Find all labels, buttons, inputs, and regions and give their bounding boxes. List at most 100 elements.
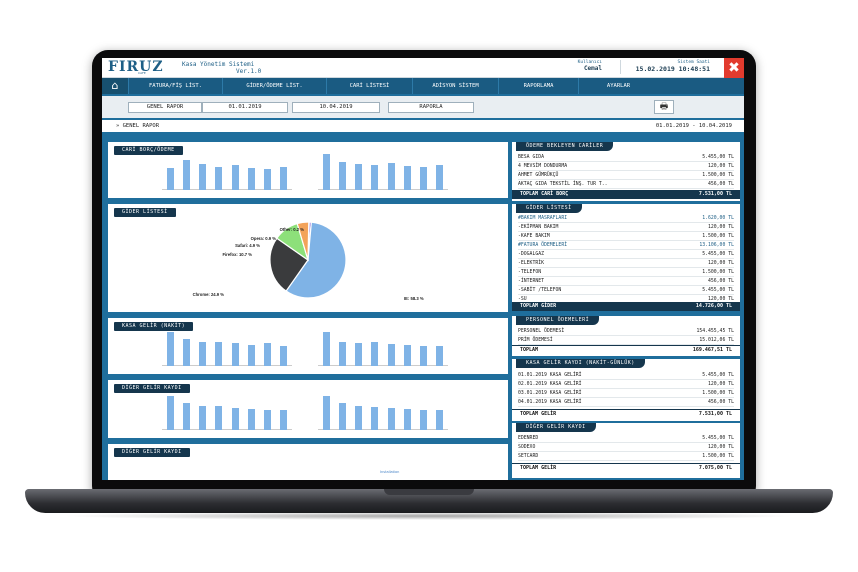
list-item[interactable]: AKTAÇ GIDA TEKSTİL İNŞ. TUR T.. 456,00 TL xyxy=(518,180,734,189)
start-date-field[interactable]: 01.01.2019 xyxy=(202,102,288,113)
chart-bar xyxy=(182,403,190,430)
total-value: 7.531,00 TL xyxy=(698,191,732,197)
list-item[interactable]: SODEXO 120,00 TL xyxy=(518,443,734,452)
list-item[interactable]: EDENRED 5.455,00 TL xyxy=(518,434,734,443)
report-title: » GENEL RAPOR xyxy=(116,123,160,129)
user-info: Kullanıcı Cemal xyxy=(554,60,602,73)
end-date-field[interactable]: 10.04.2019 xyxy=(292,102,380,113)
list-item-amount: 1.500,00 TL xyxy=(702,234,734,239)
pie-slice xyxy=(296,221,310,261)
list-item-amount: 120,00 TL xyxy=(708,445,734,450)
kasa-gelir-title: KASA GELİR KAYDI (NAKİT-GÜNLÜK) xyxy=(516,359,645,368)
gider-listesi-list: #BAKIM MASRAFLARI 1.620,00 TL -EKİPMAN BAK… xyxy=(518,214,734,304)
main-nav: ⌂ FATURA/FİŞ LİST. GİDER/ÖDEME LİST. CAR… xyxy=(102,78,744,94)
chart-bar xyxy=(247,344,255,366)
list-item-name: 02.01.2019 KASA GELİRİ xyxy=(518,382,582,387)
odeme-bekleyen-list: BESA GIDA 5.455,00 TL 4 MEVSİM DONDURMA 120… xyxy=(518,153,734,189)
pie-label: Other: 0.2 % xyxy=(280,227,305,232)
list-item[interactable]: 03.01.2019 KASA GELİRİ 1.500,00 TL xyxy=(518,389,734,398)
list-item[interactable]: -SABİT /TELEFON 5.455,00 TL xyxy=(518,286,734,295)
personel-title: PERSONEL ÖDEMELERİ xyxy=(516,316,600,325)
system-time-label: Sistem Saati xyxy=(677,60,710,65)
nav-fatura[interactable]: FATURA/FİŞ LİST. xyxy=(128,78,222,94)
list-item-amount: 5.455,00 TL xyxy=(702,252,734,257)
app-screen: FIRUZ CAFE Kasa Yönetim Sistemi Ver.1.0 … xyxy=(102,58,744,480)
laptop-shadow xyxy=(60,512,798,520)
list-item[interactable]: 02.01.2019 KASA GELİRİ 120,00 TL xyxy=(518,380,734,389)
list-item[interactable]: -TELEFON 1.500,00 TL xyxy=(518,268,734,277)
list-item[interactable]: SETCARD 1.500,00 TL xyxy=(518,452,734,461)
gider-listesi-title: GİDER LİSTESİ xyxy=(516,204,582,213)
chart-bar xyxy=(338,161,346,190)
list-item[interactable]: -DOGALGAZ 5.455,00 TL xyxy=(518,250,734,259)
chart-bar xyxy=(322,396,330,430)
pie-label: Firefox: 10.7 % xyxy=(222,252,252,257)
diger-panel-1: DİĞER GELİR KAYDI xyxy=(108,380,508,438)
chart-bar xyxy=(322,332,330,366)
chart-bar xyxy=(215,406,223,430)
nav-gider[interactable]: GİDER/ÖDEME LİST. xyxy=(222,78,326,94)
nav-ayarlar[interactable]: AYARLAR xyxy=(578,78,658,94)
chart-axis xyxy=(318,189,448,190)
list-item-amount: 120,00 TL xyxy=(708,164,734,169)
list-item[interactable]: -EKİPMAN BAKIM 120,00 TL xyxy=(518,223,734,232)
report-title-bar: » GENEL RAPOR 01.01.2019 - 10.04.2019 xyxy=(102,120,744,132)
close-button[interactable]: ✖ xyxy=(724,58,744,78)
list-item-amount: 1.620,00 TL xyxy=(702,216,734,221)
list-item[interactable]: -KAFE BAKIM 1.500,00 TL xyxy=(518,232,734,241)
nav-raporlama[interactable]: RAPORLAMA xyxy=(498,78,578,94)
list-item[interactable]: -ELEKTRİK 120,00 TL xyxy=(518,259,734,268)
nav-cari[interactable]: CARİ LİSTESİ xyxy=(326,78,412,94)
installation-link[interactable]: Installation xyxy=(380,470,400,474)
list-item[interactable]: BESA GIDA 5.455,00 TL xyxy=(518,153,734,162)
printer-icon[interactable]: 🖶 xyxy=(654,100,674,114)
chart-axis xyxy=(162,365,292,366)
list-item-name: -ELEKTRİK xyxy=(518,261,544,266)
app-title-text: Kasa Yönetim Sistemi xyxy=(182,61,255,68)
pie-label: Opera: 0.9 % xyxy=(251,236,277,241)
chart-bar xyxy=(231,342,239,366)
total-value: 14.726,00 TL xyxy=(695,303,732,309)
chart-bar xyxy=(264,342,272,366)
gider-panel-title: GİDER LİSTESİ xyxy=(114,208,176,217)
list-item-amount: 5.455,00 TL xyxy=(702,155,734,160)
list-item[interactable]: PERSONEL ÖDEMESİ 154.455,45 TL xyxy=(518,327,734,336)
user-label: Kullanıcı xyxy=(577,60,602,65)
list-item[interactable]: PRİM ÖDEMESİ 15.012,06 TL xyxy=(518,336,734,345)
report-date-range: 01.01.2019 - 10.04.2019 xyxy=(655,123,732,129)
list-item[interactable]: 01.01.2019 KASA GELİRİ 5.455,00 TL xyxy=(518,371,734,380)
diger-panel-1-title: DİĞER GELİR KAYDI xyxy=(114,384,190,393)
kasa-gelir-total: TOPLAM GELİR 7.531,00 TL xyxy=(512,409,740,418)
list-item-amount: 1.500,00 TL xyxy=(702,270,734,275)
chart-bar xyxy=(280,166,288,190)
chart-bar xyxy=(420,346,428,366)
list-item-name: -SU xyxy=(518,297,527,302)
list-item[interactable]: #FATURA ÖDEMELERİ 13.106,00 TL xyxy=(518,241,734,250)
report-toolbar: GENEL RAPOR 01.01.2019 10.04.2019 RAPORL… xyxy=(102,96,744,118)
personel-total: TOPLAM 169.467,51 TL xyxy=(512,345,740,354)
list-item[interactable]: 04.01.2019 KASA GELİRİ 456,00 TL xyxy=(518,398,734,407)
total-label: TOPLAM GELİR xyxy=(520,465,557,471)
list-item[interactable]: #BAKIM MASRAFLARI 1.620,00 TL xyxy=(518,214,734,223)
app-title: Kasa Yönetim Sistemi Ver.1.0 xyxy=(182,61,261,75)
list-item[interactable]: -İNTERNET 456,00 TL xyxy=(518,277,734,286)
list-item-amount: 1.500,00 TL xyxy=(702,454,734,459)
chart-bar xyxy=(420,166,428,190)
system-time-value: 15.02.2019 10:48:51 xyxy=(635,65,710,73)
list-item[interactable]: AHMET GÜMRÜKÇÜ 1.500,00 TL xyxy=(518,171,734,180)
raporla-button[interactable]: RAPORLA xyxy=(388,102,474,113)
chart-bar xyxy=(371,342,379,366)
home-icon[interactable]: ⌂ xyxy=(102,78,128,94)
list-item-amount: 120,00 TL xyxy=(708,225,734,230)
total-label: TOPLAM CARİ BORÇ xyxy=(520,191,569,197)
nav-adisyon[interactable]: ADİSYON SİSTEM xyxy=(412,78,498,94)
chart-bar xyxy=(182,339,190,366)
total-value: 169.467,51 TL xyxy=(692,347,732,353)
list-item-name: PRİM ÖDEMESİ xyxy=(518,338,553,343)
laptop-notch xyxy=(384,489,474,495)
report-type-select[interactable]: GENEL RAPOR xyxy=(128,102,202,113)
chart-bar xyxy=(436,164,444,190)
list-item-amount: 120,00 TL xyxy=(708,261,734,266)
diger-gelir-list: EDENRED 5.455,00 TL SODEXO 120,00 TL SETCARD… xyxy=(518,434,734,461)
list-item[interactable]: 4 MEVSİM DONDURMA 120,00 TL xyxy=(518,162,734,171)
